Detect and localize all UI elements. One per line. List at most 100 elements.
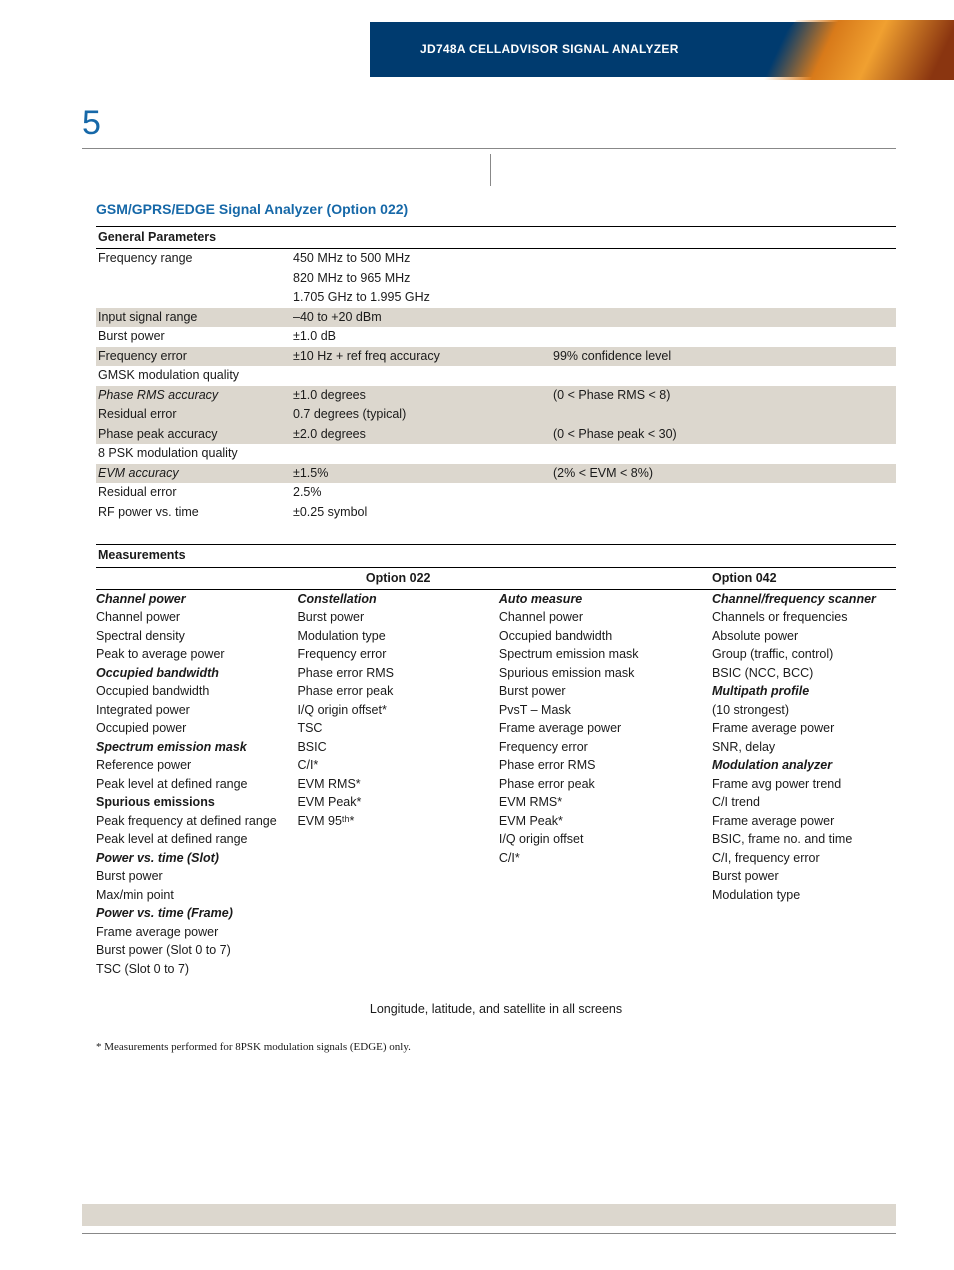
param-name: 8 PSK modulation quality: [96, 444, 291, 464]
param-note: (0 < Phase peak < 30): [551, 425, 896, 445]
param-note: [551, 308, 896, 328]
measurement-item: Modulation type: [297, 627, 484, 646]
param-name: Residual error: [96, 483, 291, 503]
param-note: 99% confidence level: [551, 347, 896, 367]
measurement-item: Phase error peak: [297, 683, 484, 702]
param-name: EVM accuracy: [96, 464, 291, 484]
measurement-item: C/I*: [499, 849, 698, 868]
param-name: [96, 288, 291, 308]
param-value: 2.5%: [291, 483, 551, 503]
param-value: –40 to +20 dBm: [291, 308, 551, 328]
param-note: [551, 405, 896, 425]
measurements-col-4: Channel/frequency scannerChannels or fre…: [712, 590, 896, 979]
param-name: Phase RMS accuracy: [96, 386, 291, 406]
param-value: [291, 366, 551, 386]
measurement-item: Channels or frequencies: [712, 609, 882, 628]
measurement-item: SNR, delay: [712, 738, 882, 757]
measurement-item: Absolute power: [712, 627, 882, 646]
measurement-item: Channel power: [499, 609, 698, 628]
param-value: ±0.25 symbol: [291, 503, 551, 523]
page-number: 5: [82, 100, 101, 148]
measurement-item: Constellation: [297, 590, 484, 609]
param-name: RF power vs. time: [96, 503, 291, 523]
measurement-item: Group (traffic, control): [712, 646, 882, 665]
param-value: ±1.0 degrees: [291, 386, 551, 406]
measurement-item: EVM RMS*: [297, 775, 484, 794]
measurement-item: I/Q origin offset: [499, 831, 698, 850]
param-value: ±2.0 degrees: [291, 425, 551, 445]
measurement-item: Frequency error: [297, 646, 484, 665]
measurement-item: Auto measure: [499, 590, 698, 609]
measurement-item: EVM RMS*: [499, 794, 698, 813]
measurement-item: Channel power: [96, 609, 283, 628]
measurement-item: TSC (Slot 0 to 7): [96, 960, 283, 979]
measurement-item: Occupied power: [96, 720, 283, 739]
measurements-col-1: Channel powerChannel powerSpectral densi…: [96, 590, 297, 979]
param-value: 1.705 GHz to 1.995 GHz: [291, 288, 551, 308]
measurement-item: Power vs. time (Frame): [96, 905, 283, 924]
measurements-header: Measurements: [96, 544, 896, 568]
measurement-item: I/Q origin offset*: [297, 701, 484, 720]
measurements-col-2: ConstellationBurst powerModulation typeF…: [297, 590, 498, 979]
measurement-item: Power vs. time (Slot): [96, 849, 283, 868]
param-value: ±10 Hz + ref freq accuracy: [291, 347, 551, 367]
measurement-item: Max/min point: [96, 886, 283, 905]
param-name: Residual error: [96, 405, 291, 425]
measurement-item: Peak to average power: [96, 646, 283, 665]
measurement-item: PvsT – Mask: [499, 701, 698, 720]
measurement-item: Spurious emission mask: [499, 664, 698, 683]
measurement-item: Spectral density: [96, 627, 283, 646]
measurement-item: EVM 95ᵗʰ*: [297, 812, 484, 831]
footnote: * Measurements performed for 8PSK modula…: [96, 1040, 896, 1055]
param-name: Frequency range: [96, 249, 291, 269]
measurement-item: C/I*: [297, 757, 484, 776]
header-band: JD748A CELLADVISOR SIGNAL ANALYZER: [370, 22, 954, 77]
top-rule: [82, 148, 896, 149]
section-title: GSM/GPRS/EDGE Signal Analyzer (Option 02…: [96, 200, 896, 220]
param-value: 0.7 degrees (typical): [291, 405, 551, 425]
measurement-item: Frame average power: [712, 720, 882, 739]
measurement-item: Modulation analyzer: [712, 757, 882, 776]
measurement-item: Burst power: [499, 683, 698, 702]
param-name: Burst power: [96, 327, 291, 347]
measurement-item: Spectrum emission mask: [96, 738, 283, 757]
measurement-item: (10 strongest): [712, 701, 882, 720]
content-area: GSM/GPRS/EDGE Signal Analyzer (Option 02…: [96, 200, 896, 1055]
measurement-item: Burst power: [712, 868, 882, 887]
measurement-item: EVM Peak*: [499, 812, 698, 831]
measurement-item: TSC: [297, 720, 484, 739]
measurement-item: Phase error peak: [499, 775, 698, 794]
measurement-item: Reference power: [96, 757, 283, 776]
measurements-section: Measurements Option 022 Option 042 Chann…: [96, 544, 896, 1055]
param-name: Frequency error: [96, 347, 291, 367]
measurement-item: C/I, frequency error: [712, 849, 882, 868]
param-value: ±1.5%: [291, 464, 551, 484]
param-value: [291, 444, 551, 464]
measurement-item: Spectrum emission mask: [499, 646, 698, 665]
param-note: [551, 269, 896, 289]
param-name: GMSK modulation quality: [96, 366, 291, 386]
measurement-item: Integrated power: [96, 701, 283, 720]
measurement-item: Occupied bandwidth: [96, 683, 283, 702]
option-042-label: Option 042: [712, 570, 896, 588]
measurement-item: Channel/frequency scanner: [712, 590, 882, 609]
measurement-item: Modulation type: [712, 886, 882, 905]
param-note: (2% < EVM < 8%): [551, 464, 896, 484]
param-note: (0 < Phase RMS < 8): [551, 386, 896, 406]
param-value: 450 MHz to 500 MHz: [291, 249, 551, 269]
measurements-columns: Channel powerChannel powerSpectral densi…: [96, 590, 896, 979]
measurement-item: Frame average power: [96, 923, 283, 942]
param-value: ±1.0 dB: [291, 327, 551, 347]
header-decoration: [744, 20, 954, 80]
measurement-item: Phase error RMS: [297, 664, 484, 683]
general-header: General Parameters: [96, 226, 896, 250]
measurement-item: Channel power: [96, 590, 283, 609]
measurement-item: Occupied bandwidth: [96, 664, 283, 683]
measurement-item: BSIC (NCC, BCC): [712, 664, 882, 683]
measurements-col-3: Auto measureChannel powerOccupied bandwi…: [499, 590, 712, 979]
general-table: Frequency range450 MHz to 500 MHz820 MHz…: [96, 249, 896, 522]
param-note: [551, 366, 896, 386]
footer-note: Longitude, latitude, and satellite in al…: [96, 1001, 896, 1019]
param-note: [551, 483, 896, 503]
measurement-item: Frequency error: [499, 738, 698, 757]
